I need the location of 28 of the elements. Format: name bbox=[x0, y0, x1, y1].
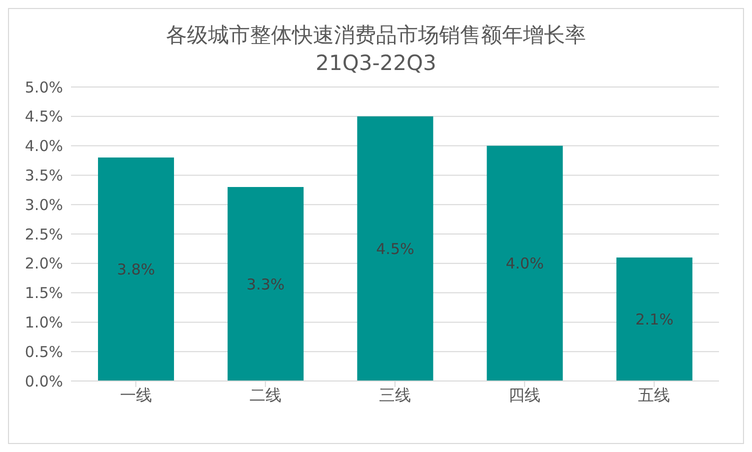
y-tick-label: 3.5% bbox=[24, 166, 63, 185]
y-tick-label: 2.0% bbox=[24, 254, 63, 273]
data-label: 3.3% bbox=[246, 275, 285, 294]
y-tick-label: 1.5% bbox=[24, 284, 63, 302]
data-label: 2.1% bbox=[635, 310, 674, 329]
chart-subtitle: 21Q3-22Q3 bbox=[314, 51, 438, 75]
bar bbox=[616, 258, 692, 381]
x-tick-label: 三线 bbox=[379, 385, 411, 404]
y-tick-label: 0.5% bbox=[24, 342, 63, 361]
chart-title: 各级城市整体快速消费品市场销售额年增长率 bbox=[165, 22, 587, 49]
y-tick-label: 4.5% bbox=[24, 108, 63, 126]
y-tick-label: 1.0% bbox=[24, 314, 63, 332]
data-label: 3.8% bbox=[116, 260, 156, 279]
data-label: 4.0% bbox=[506, 254, 544, 273]
y-tick-label: 0.0% bbox=[24, 372, 63, 390]
x-tick-label: 二线 bbox=[249, 385, 282, 404]
x-tick-label: 五线 bbox=[638, 385, 670, 404]
x-tick-label: 四线 bbox=[508, 385, 541, 404]
y-tick-label: 3.0% bbox=[24, 196, 63, 214]
y-tick-label: 5.0% bbox=[24, 78, 63, 96]
y-tick-label: 2.5% bbox=[24, 225, 63, 244]
bar bbox=[486, 146, 563, 381]
bar bbox=[228, 186, 304, 381]
data-label: 4.5% bbox=[376, 240, 414, 258]
y-tick-label: 4.0% bbox=[24, 137, 63, 156]
bar bbox=[98, 158, 174, 381]
bar bbox=[357, 116, 434, 381]
x-tick-label: 一线 bbox=[120, 385, 152, 404]
